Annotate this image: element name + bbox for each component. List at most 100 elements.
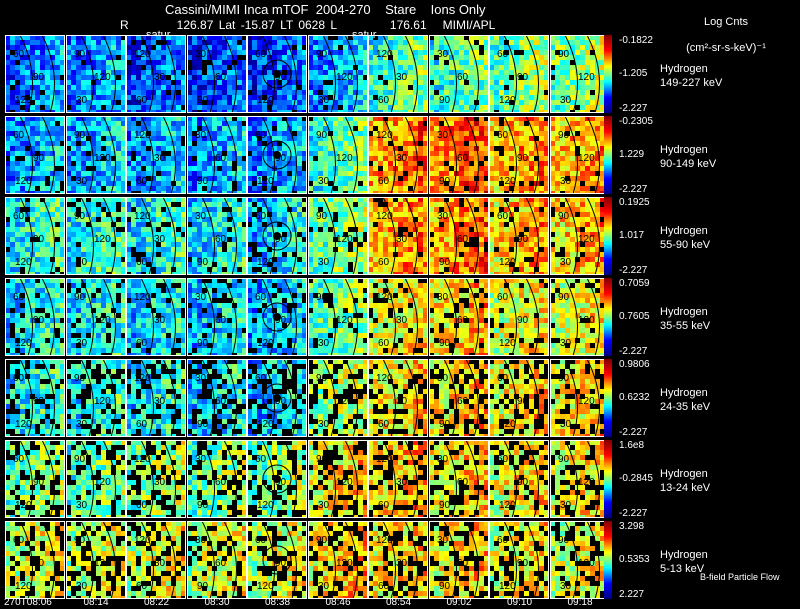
heatmap-pixel	[146, 217, 151, 222]
heatmap-pixel	[120, 252, 126, 257]
heatmap-pixel	[176, 191, 181, 194]
heatmap-pixel	[327, 161, 333, 166]
heatmap-pixel	[141, 227, 146, 232]
heatmap-pixel	[136, 80, 141, 85]
heatmap-pixel	[267, 207, 272, 212]
heatmap-pixel	[262, 110, 267, 113]
heatmap-pixel	[126, 156, 131, 161]
heatmap-pixel	[408, 222, 413, 227]
heatmap-pixel	[141, 262, 146, 267]
heatmap-pixel	[584, 126, 590, 131]
heatmap-pixel	[302, 186, 307, 191]
heatmap-pixel	[70, 151, 76, 156]
heatmap-pixel	[90, 60, 96, 65]
heatmap-pixel	[151, 70, 156, 75]
heatmap-pixel	[297, 141, 302, 146]
heatmap-pixel	[241, 176, 247, 181]
heatmap-pixel	[5, 186, 10, 191]
heatmap-pixel	[136, 60, 141, 65]
heatmap-pixel	[332, 197, 338, 202]
heatmap-pixel	[322, 217, 328, 222]
heatmap-pixel	[206, 85, 212, 90]
heatmap-pixel	[141, 237, 146, 242]
heatmap-pixel	[20, 171, 25, 176]
heatmap-pixel	[105, 116, 111, 121]
heatmap-pixel	[186, 136, 192, 141]
heatmap-pixel	[105, 197, 111, 202]
heatmap-pixel	[539, 75, 544, 80]
heatmap-pixel	[322, 100, 328, 105]
heatmap-pixel	[191, 90, 197, 95]
heatmap-pixel	[231, 191, 237, 194]
heatmap-pixel	[196, 222, 202, 227]
heatmap-pixel	[196, 176, 202, 181]
heatmap-pixel	[131, 110, 136, 113]
contour-label: 90	[558, 130, 570, 141]
heatmap-pixel	[378, 40, 383, 45]
heatmap-pixel	[191, 186, 197, 191]
heatmap-pixel	[413, 50, 418, 55]
heatmap-pixel	[267, 80, 272, 85]
heatmap-pixel	[554, 161, 560, 166]
heatmap-pixel	[297, 131, 302, 136]
heatmap-pixel	[292, 146, 297, 151]
heatmap-pixel	[277, 161, 282, 166]
heatmap-pixel	[413, 237, 418, 242]
heatmap-pixel	[25, 272, 30, 275]
heatmap-pixel	[272, 136, 277, 141]
heatmap-pixel	[599, 45, 605, 50]
heatmap-pixel	[65, 217, 71, 222]
heatmap-pixel	[262, 181, 267, 186]
heatmap-pixel	[211, 146, 217, 151]
heatmap-pixel	[272, 262, 277, 267]
heatmap-pixel	[126, 247, 131, 252]
heatmap-pixel	[463, 45, 469, 50]
heatmap-pixel	[191, 272, 197, 275]
heatmap-pixel	[539, 45, 544, 50]
heatmap-pixel	[35, 121, 40, 126]
heatmap-pixel	[30, 70, 35, 75]
heatmap-pixel	[494, 90, 499, 95]
heatmap-pixel	[418, 126, 423, 131]
heatmap-pixel	[413, 227, 418, 232]
heatmap-pixel	[322, 212, 328, 217]
heatmap-pixel	[216, 212, 222, 217]
heatmap-pixel	[312, 55, 318, 60]
heatmap-pixel	[418, 95, 423, 100]
heatmap-pixel	[277, 105, 282, 110]
heatmap-pixel	[196, 75, 202, 80]
heatmap-pixel	[196, 136, 202, 141]
heatmap-pixel	[443, 105, 449, 110]
heatmap-pixel	[342, 100, 348, 105]
heatmap-pixel	[282, 207, 287, 212]
heatmap-pixel	[60, 50, 65, 55]
heatmap-pixel	[337, 90, 343, 95]
heatmap-pixel	[342, 202, 348, 207]
heatmap-pixel	[267, 186, 272, 191]
heatmap-pixel	[226, 146, 232, 151]
heatmap-pixel	[589, 105, 595, 110]
heatmap-pixel	[483, 50, 489, 55]
heatmap-pixel	[171, 90, 176, 95]
heatmap-pixel	[393, 116, 398, 121]
heatmap-pixel	[191, 232, 197, 237]
heatmap-pixel	[171, 45, 176, 50]
heatmap-pixel	[136, 110, 141, 113]
heatmap-pixel	[45, 40, 50, 45]
heatmap-pixel	[126, 166, 131, 171]
heatmap-pixel	[267, 232, 272, 237]
heatmap-pixel	[110, 232, 116, 237]
heatmap-pixel	[594, 55, 600, 60]
heatmap-pixel	[171, 146, 176, 151]
heatmap-pixel	[90, 217, 96, 222]
heatmap-pixel	[211, 50, 217, 55]
heatmap-pixel	[489, 80, 494, 85]
heatmap-pixel	[257, 45, 262, 50]
heatmap-pixel	[10, 171, 15, 176]
heatmap-pixel	[186, 146, 192, 151]
heatmap-pixel	[252, 217, 257, 222]
heatmap-pixel	[564, 110, 570, 113]
heatmap-pixel	[100, 267, 106, 272]
heatmap-pixel	[110, 90, 116, 95]
heatmap-pixel	[534, 186, 539, 191]
